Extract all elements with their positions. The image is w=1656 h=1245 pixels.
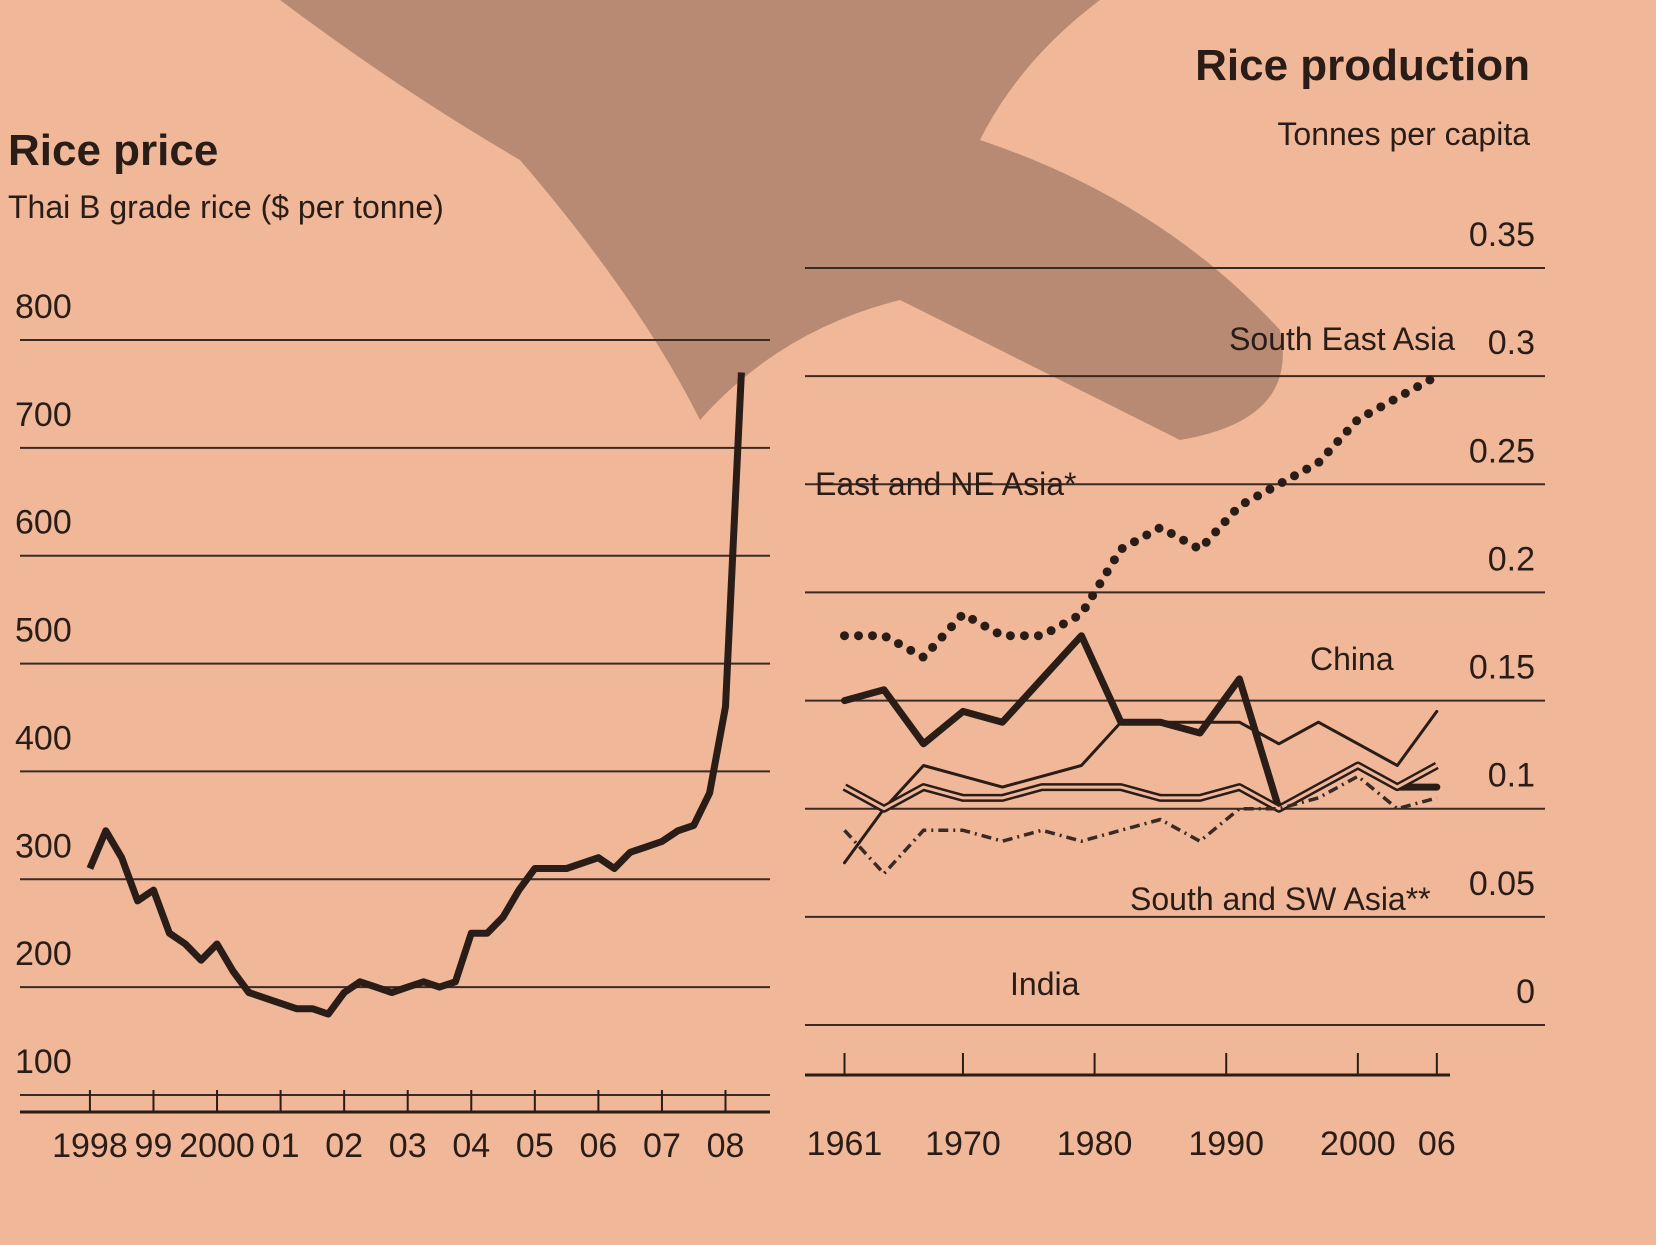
y-tick-label: 400 [15, 719, 72, 757]
x-tick-label: 03 [389, 1127, 427, 1165]
price-line [86, 372, 745, 1018]
series-label: India [1010, 966, 1080, 1002]
x-tick-label: 1980 [1057, 1125, 1133, 1163]
chart-subtitle: Thai B grade rice ($ per tonne) [8, 189, 444, 225]
x-tick-label: 1961 [807, 1125, 883, 1163]
map-backdrop [280, 0, 1283, 440]
series-line [843, 774, 1438, 876]
series-label: China [1310, 641, 1394, 677]
series-label: South and SW Asia** [1130, 881, 1431, 917]
x-tick-label: 06 [1418, 1125, 1456, 1163]
y-tick-label: 100 [15, 1043, 72, 1081]
x-tick-label: 08 [707, 1127, 745, 1165]
x-tick-label: 1970 [925, 1125, 1001, 1163]
y-tick-label: 200 [15, 935, 72, 973]
chart-title: Rice price [8, 126, 218, 175]
chart-title: Rice production [1195, 41, 1530, 90]
series-line [843, 709, 1439, 865]
x-tick-label: 04 [452, 1127, 490, 1165]
series-label: South East Asia [1229, 321, 1455, 357]
x-tick-label: 06 [579, 1127, 617, 1165]
x-tick-label: 2000 [179, 1127, 255, 1165]
x-tick-label: 02 [325, 1127, 363, 1165]
y-tick-label: 0.05 [1469, 865, 1535, 903]
x-tick-label: 07 [643, 1127, 681, 1165]
x-tick-label: 99 [135, 1127, 173, 1165]
x-tick-label: 1990 [1188, 1125, 1264, 1163]
y-tick-label: 300 [15, 827, 72, 865]
y-tick-label: 800 [15, 288, 72, 326]
y-tick-label: 0.3 [1488, 324, 1535, 362]
series-label: East and NE Asia* [815, 466, 1076, 502]
y-tick-label: 700 [15, 396, 72, 434]
chart-subtitle: Tonnes per capita [1277, 116, 1530, 152]
series-line-inner [843, 764, 1438, 811]
y-tick-label: 500 [15, 612, 72, 650]
y-tick-label: 0.2 [1488, 540, 1535, 578]
series-line [840, 371, 1442, 662]
y-tick-label: 0.15 [1469, 649, 1535, 687]
x-tick-label: 2000 [1320, 1125, 1396, 1163]
y-tick-label: 600 [15, 504, 72, 542]
x-tick-label: 01 [262, 1127, 300, 1165]
x-tick-label: 1998 [52, 1127, 128, 1165]
y-tick-label: 0 [1516, 973, 1535, 1011]
x-tick-label: 05 [516, 1127, 554, 1165]
y-tick-label: 0.1 [1488, 757, 1535, 795]
y-tick-label: 0.35 [1469, 216, 1535, 254]
y-tick-label: 0.25 [1469, 432, 1535, 470]
